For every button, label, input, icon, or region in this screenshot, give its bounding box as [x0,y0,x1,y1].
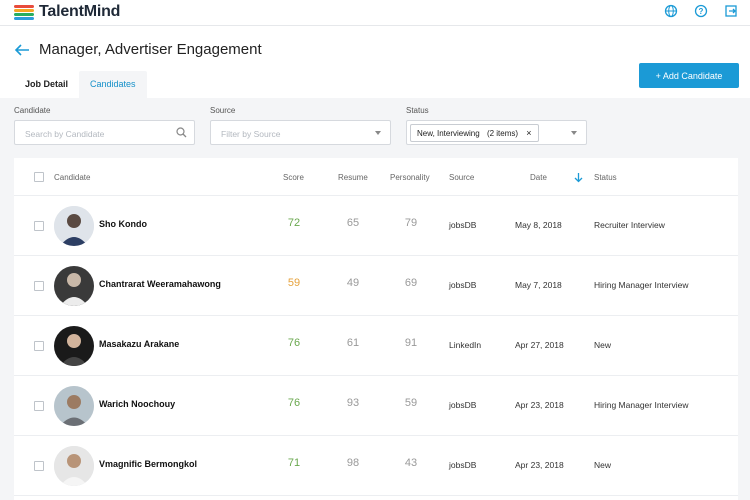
svg-text:?: ? [699,7,704,16]
table-row[interactable]: Masakazu Arakane 76 61 91 LinkedIn Apr 2… [14,316,738,376]
status-value: Hiring Manager Interview [594,280,689,290]
source-filter-placeholder: Filter by Source [221,129,281,139]
chevron-down-icon [571,131,577,135]
status-filter-select[interactable]: New, Interviewing (2 items) × [406,120,587,145]
avatar [54,266,94,306]
col-personality[interactable]: Personality [390,173,430,182]
candidate-filter: Candidate [14,106,50,120]
date-value: Apr 27, 2018 [515,340,564,350]
col-source[interactable]: Source [449,173,475,182]
table-header: Candidate Score Resume Personality Sourc… [14,158,738,196]
status-chip[interactable]: New, Interviewing (2 items) × [410,124,539,142]
avatar [54,206,94,246]
avatar [54,386,94,426]
row-checkbox[interactable] [34,461,44,471]
personality-value: 79 [404,217,418,229]
source-value: jobsDB [449,280,477,290]
chevron-down-icon [375,131,381,135]
source-value: jobsDB [449,220,477,230]
status-value: New [594,340,612,350]
personality-value: 43 [404,457,418,469]
status-value: Hiring Manager Interview [594,400,689,410]
score-value: 72 [287,217,301,229]
source-value: jobsDB [449,460,477,470]
page-header: Manager, Advertiser Engagement Job Detai… [0,26,750,98]
search-icon [176,127,187,138]
back-arrow-icon[interactable] [14,43,30,57]
personality-value: 91 [404,337,418,349]
date-value: Apr 23, 2018 [515,460,564,470]
table-row[interactable]: Chantrarat Weeramahawong 59 49 69 jobsDB… [14,256,738,316]
score-value: 76 [287,337,301,349]
candidate-name[interactable]: Chantrarat Weeramahawong [99,279,221,289]
personality-value: 59 [404,397,418,409]
filter-bar: Candidate Search by Candidate Source Fil… [14,106,744,148]
top-bar: TalentMind ? [0,0,750,26]
row-checkbox[interactable] [34,221,44,231]
status-chip-label: New, Interviewing [417,129,480,138]
table-row[interactable]: Warich Noochouy 76 93 59 jobsDB Apr 23, … [14,376,738,436]
candidate-filter-label: Candidate [14,106,51,115]
add-candidate-button[interactable]: + Add Candidate [639,63,739,88]
app-logo[interactable]: TalentMind [14,3,120,21]
status-filter: Status [406,106,429,120]
select-all-checkbox[interactable] [34,172,44,182]
logout-icon[interactable] [724,4,738,18]
sort-down-icon[interactable] [574,172,583,183]
row-checkbox[interactable] [34,401,44,411]
date-value: May 7, 2018 [515,280,562,290]
candidates-table: Candidate Score Resume Personality Sourc… [14,158,738,500]
source-filter-label: Source [210,106,236,115]
score-value: 59 [287,277,301,289]
avatar [54,446,94,486]
resume-value: 93 [346,397,360,409]
row-checkbox[interactable] [34,341,44,351]
status-chip-count: (2 items) [486,129,519,138]
table-row[interactable]: Vmagnific Bermongkol 71 98 43 jobsDB Apr… [14,436,738,496]
score-value: 71 [287,457,301,469]
candidate-name[interactable]: Masakazu Arakane [99,339,180,349]
candidate-search-placeholder: Search by Candidate [25,129,105,139]
candidate-name[interactable]: Warich Noochouy [99,399,176,409]
source-filter-select[interactable]: Filter by Source [210,120,391,145]
tab-bar: Job Detail Candidates [14,71,147,98]
candidate-name[interactable]: Vmagnific Bermongkol [99,459,198,469]
resume-value: 65 [346,217,360,229]
help-icon[interactable]: ? [694,4,708,18]
col-score[interactable]: Score [283,173,304,182]
tab-candidates[interactable]: Candidates [79,71,147,98]
globe-icon[interactable] [664,4,678,18]
source-filter: Source [210,106,235,120]
col-status[interactable]: Status [594,173,617,182]
candidate-search-input[interactable]: Search by Candidate [14,120,195,145]
tab-job-detail[interactable]: Job Detail [25,79,69,89]
status-filter-label: Status [406,106,429,115]
col-candidate[interactable]: Candidate [54,173,91,182]
app-name: TalentMind [39,3,121,20]
personality-value: 69 [404,277,418,289]
resume-value: 61 [346,337,360,349]
resume-value: 49 [346,277,360,289]
col-resume[interactable]: Resume [338,173,368,182]
col-date[interactable]: Date [530,173,547,182]
date-value: May 8, 2018 [515,220,562,230]
date-value: Apr 23, 2018 [515,400,564,410]
source-value: LinkedIn [449,340,482,350]
status-value: New [594,460,612,470]
candidate-name[interactable]: Sho Kondo [99,219,147,229]
source-value: jobsDB [449,400,477,410]
table-row[interactable]: Sho Kondo 72 65 79 jobsDB May 8, 2018 Re… [14,196,738,256]
score-value: 76 [287,397,301,409]
status-value: Recruiter Interview [594,220,665,230]
resume-value: 98 [346,457,360,469]
logo-mark-icon [14,5,34,20]
avatar [54,326,94,366]
row-checkbox[interactable] [34,281,44,291]
chip-remove-icon[interactable]: × [526,128,532,138]
page-title: Manager, Advertiser Engagement [39,41,262,58]
